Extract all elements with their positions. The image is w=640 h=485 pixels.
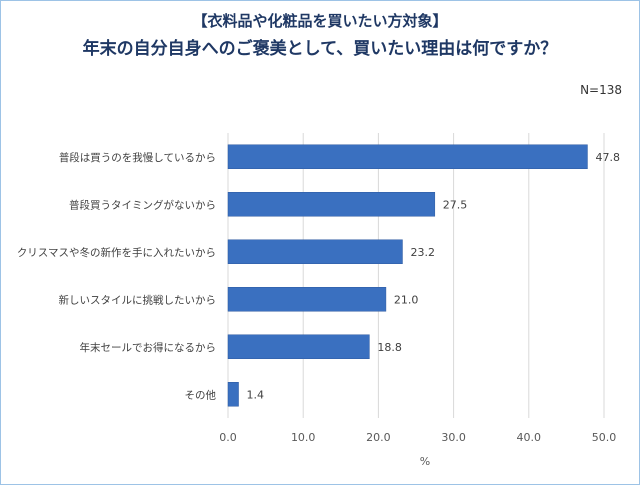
category-label: 普段は買うのを我慢しているから [59,151,216,164]
chart-subtitle: 【衣料品や化粧品を買いたい方対象】 [192,12,448,30]
category-label: 新しいスタイルに挑戦したいから [59,293,217,306]
bar [227,287,387,312]
bar [227,144,588,169]
x-axis-label: % [419,455,431,468]
data-label: 21.0 [394,293,419,306]
x-tick-label: 20.0 [366,431,391,444]
category-label: 年末セールでお得になるから [80,341,217,354]
data-label: 47.8 [595,151,620,164]
category-label: その他 [185,388,217,401]
category-label: 普段買うタイミングがないから [69,198,216,211]
chart-header: 【衣料品や化粧品を買いたい方対象】 年末の自分自身へのご褒美として、買いたい理由… [0,10,640,62]
category-label: クリスマスや冬の新作を手に入れたいから [17,246,216,259]
bar [227,192,436,217]
x-tick-label: 50.0 [592,431,617,444]
x-tick-label: 40.0 [517,431,542,444]
bar [227,239,403,264]
x-tick-label: 10.0 [291,431,316,444]
data-label: 27.5 [443,198,468,211]
data-label: 18.8 [377,341,402,354]
bar [227,382,239,407]
data-label: 23.2 [410,246,435,259]
x-tick-label: 0.0 [219,431,237,444]
x-tick-label: 30.0 [441,431,466,444]
chart-title: 年末の自分自身へのご褒美として、買いたい理由は何ですか？ [82,39,558,59]
bar [227,334,370,359]
sample-size-label: N=138 [580,83,622,97]
data-label: 1.4 [247,388,265,401]
